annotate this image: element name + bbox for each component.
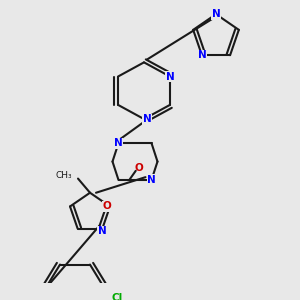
Text: N: N [98, 226, 107, 236]
Text: N: N [147, 175, 156, 185]
Text: N: N [197, 50, 206, 60]
Text: N: N [166, 71, 174, 82]
Text: N: N [142, 114, 152, 124]
Text: Cl: Cl [111, 292, 123, 300]
Text: N: N [212, 9, 220, 19]
Text: O: O [103, 202, 111, 212]
Text: O: O [134, 163, 143, 173]
Text: N: N [114, 138, 123, 148]
Text: CH₃: CH₃ [56, 171, 72, 180]
